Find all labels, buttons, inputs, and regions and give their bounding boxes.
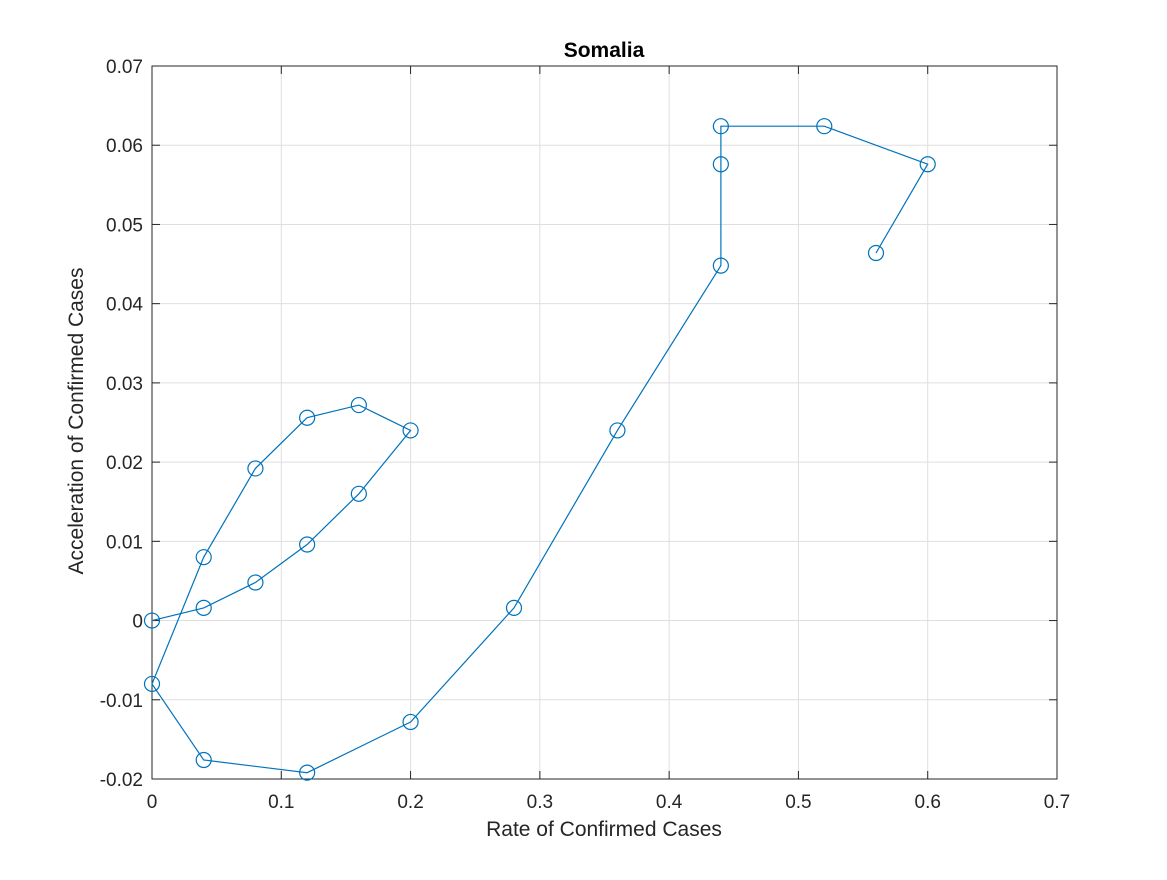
x-tick-label: 0.6 — [915, 792, 941, 813]
data-point-marker — [816, 118, 833, 135]
data-point-marker — [299, 764, 316, 781]
y-tick-label: 0.01 — [106, 532, 143, 553]
x-tick-label: 0 — [147, 792, 158, 813]
x-tick-label: 0.4 — [656, 792, 683, 813]
tick-labels: 0 0.1 0.2 0.3 0.4 0.5 0.6 0.7 -0.02 -0.01 0 0.01 0.0… — [100, 57, 1071, 813]
data-point-marker — [712, 156, 729, 173]
data-point-marker — [143, 612, 161, 629]
y-tick-label: 0.02 — [106, 453, 143, 474]
axes-box — [151, 65, 1058, 780]
y-axis-label: Acceleration of Confirmed Cases — [65, 268, 88, 575]
data-point-marker — [299, 409, 316, 426]
data-point-marker — [299, 536, 316, 553]
y-tick-label: -0.01 — [100, 691, 143, 712]
data-point-marker — [867, 244, 885, 262]
data-point-marker — [609, 422, 626, 439]
y-tick-label: 0.03 — [106, 374, 143, 395]
y-tick-label: 0.04 — [106, 295, 143, 316]
plot-area — [143, 118, 936, 781]
data-point-marker — [402, 713, 419, 731]
data-point-marker — [712, 257, 729, 274]
data-point-marker — [350, 485, 367, 502]
data-point-marker — [402, 422, 419, 439]
y-tick-label: 0.07 — [106, 57, 143, 78]
grid-lines — [152, 66, 1057, 779]
y-tick-label: 0.06 — [106, 136, 143, 157]
data-point-marker — [712, 118, 729, 135]
series-line — [151, 125, 929, 774]
data-point-marker — [505, 599, 523, 616]
data-point-marker — [195, 599, 212, 616]
data-point-marker — [195, 751, 212, 769]
axes — [151, 65, 1058, 780]
x-tick-label: 0.2 — [397, 792, 423, 813]
x-axis-label: Rate of Confirmed Cases — [486, 818, 722, 841]
x-tick-label: 0.1 — [268, 792, 294, 813]
data-point-marker — [247, 460, 264, 477]
y-tick-label: -0.02 — [100, 770, 143, 791]
x-tick-label: 0.5 — [785, 792, 811, 813]
data-point-marker — [247, 574, 264, 591]
x-tick-label: 0.3 — [527, 792, 553, 813]
data-point-marker — [919, 156, 936, 173]
x-tick-label: 0.7 — [1044, 792, 1070, 813]
data-point-marker — [350, 396, 367, 414]
y-tick-label: 0 — [132, 612, 143, 633]
data-point-marker — [143, 675, 161, 693]
chart-title: Somalia — [564, 39, 645, 62]
data-point-marker — [195, 549, 212, 566]
y-tick-label: 0.05 — [106, 215, 143, 236]
